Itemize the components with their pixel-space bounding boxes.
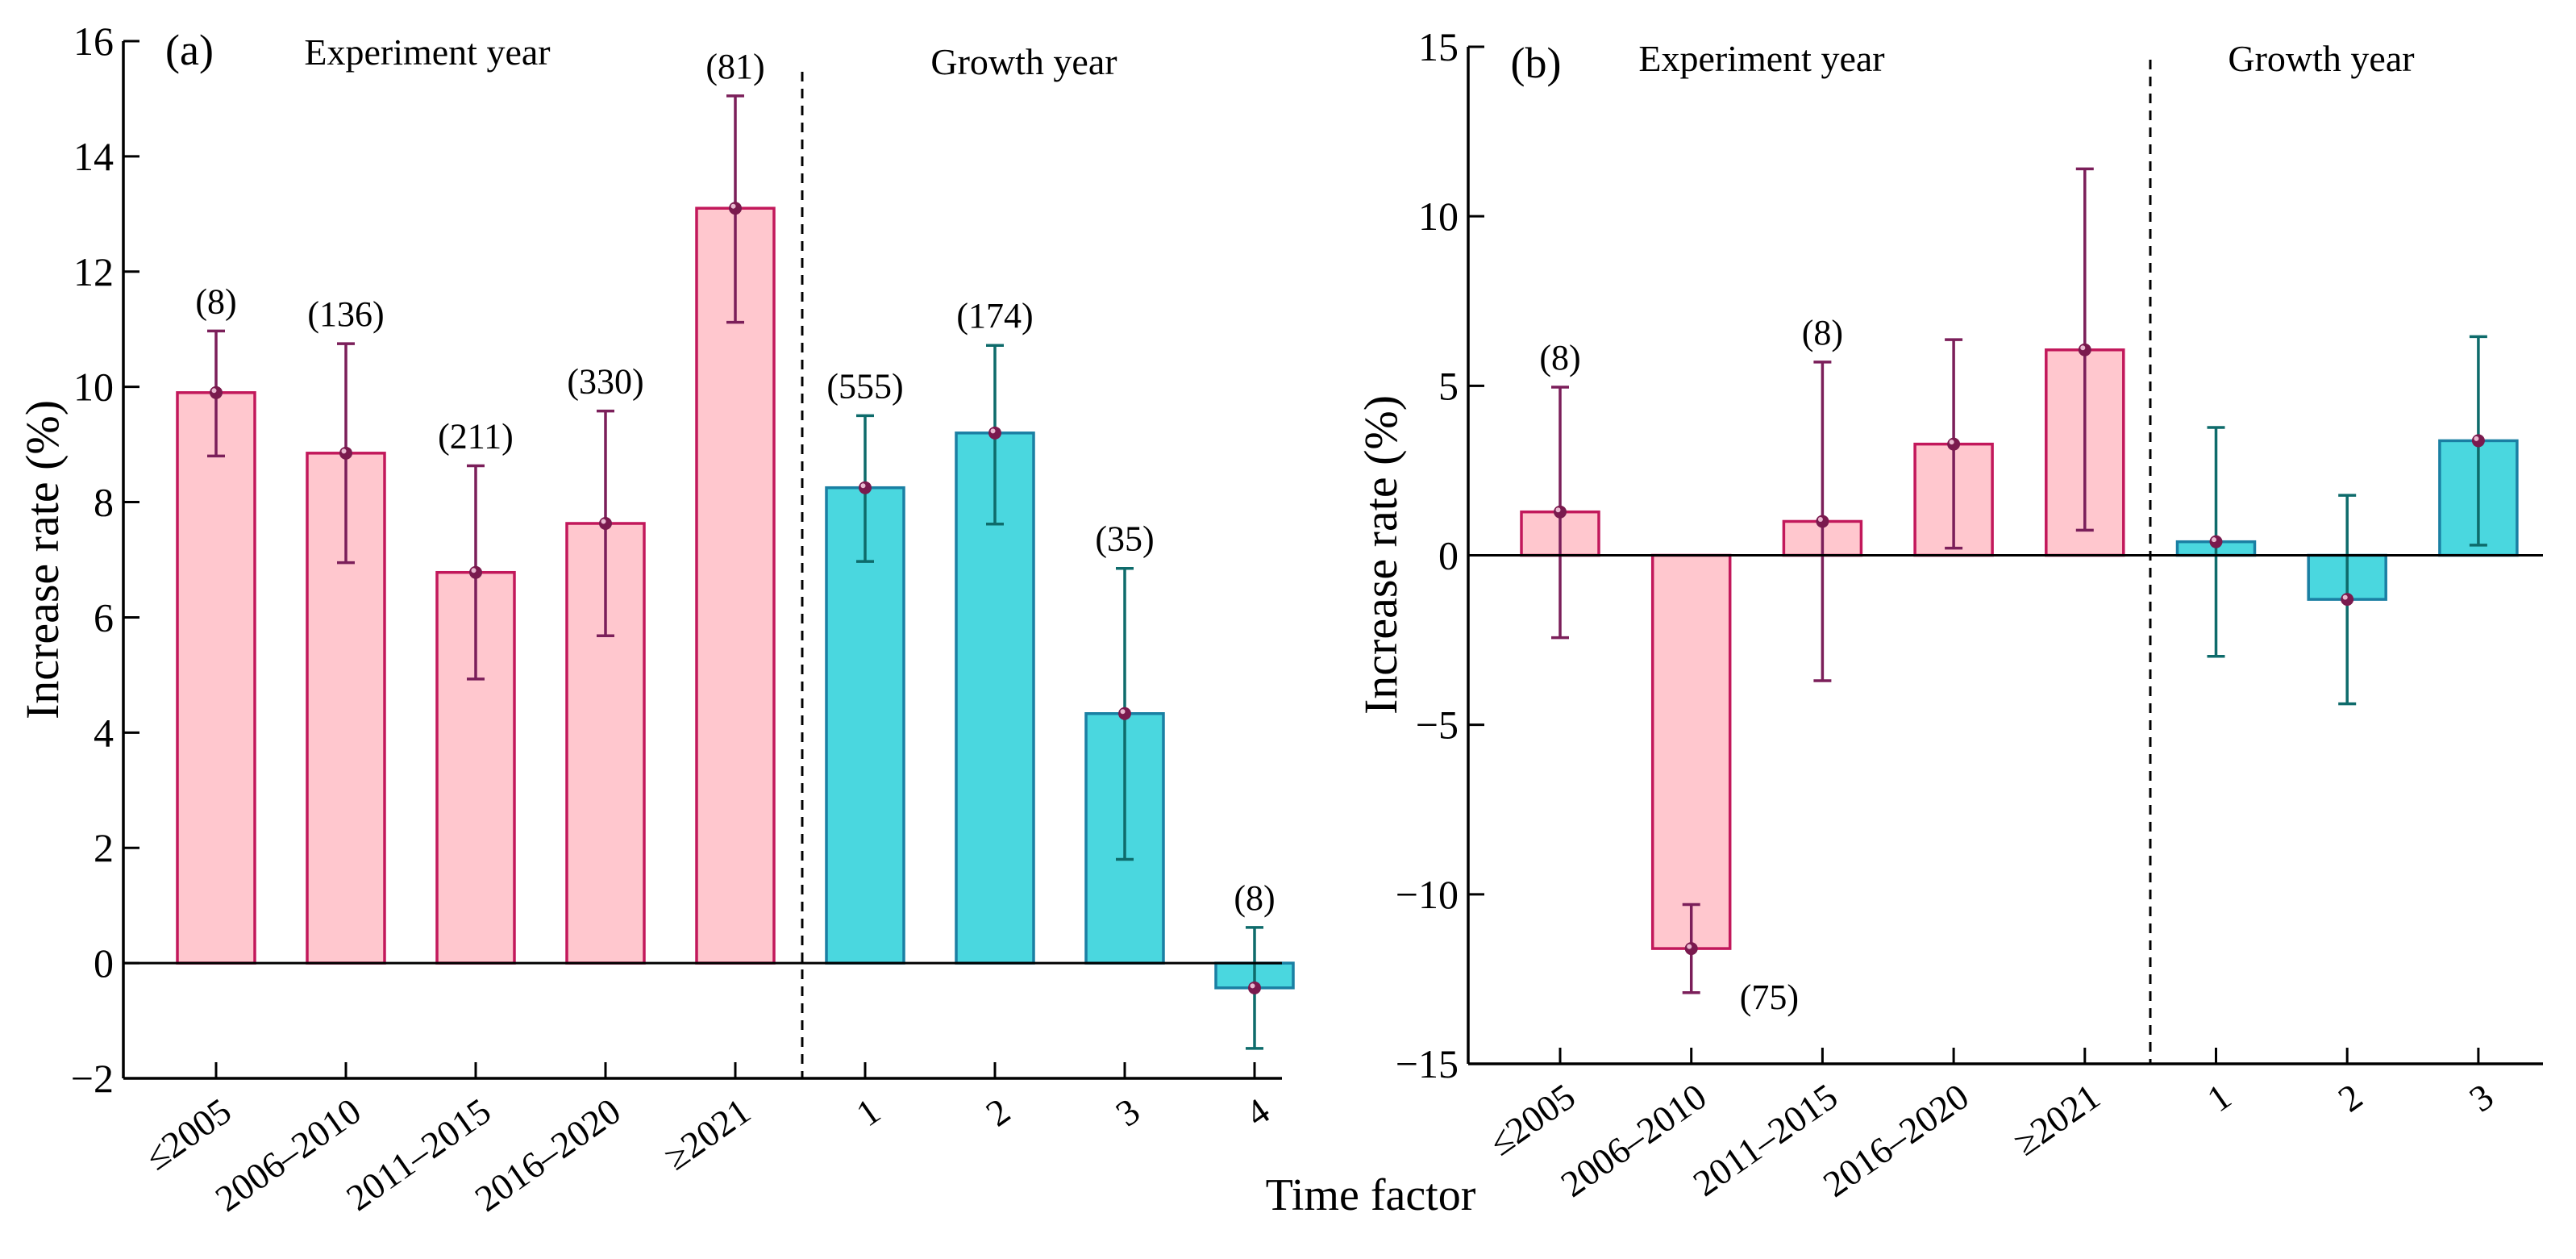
mean-marker <box>729 202 742 215</box>
mean-marker-highlight <box>1687 944 1692 949</box>
mean-marker-highlight <box>2212 537 2216 543</box>
mean-marker <box>1248 981 1261 994</box>
x-tick-label: ≤2005 <box>137 1090 238 1178</box>
x-tick-label: ≥2021 <box>2006 1075 2107 1163</box>
panel-label: (b) <box>1511 39 1562 87</box>
mean-marker <box>2209 535 2223 548</box>
x-tick-label: ≥2021 <box>656 1090 757 1178</box>
mean-marker-highlight <box>2474 436 2479 441</box>
y-tick-label: 2 <box>94 825 114 870</box>
mean-marker-highlight <box>1949 440 1954 445</box>
y-tick-label: 10 <box>1418 194 1459 239</box>
x-tick-label: 4 <box>1238 1090 1277 1134</box>
y-tick-label: 4 <box>94 710 114 755</box>
chart-panel-a: (8) ≤2005 (136) 2006–2010 (211) 2011–2015 (330… <box>16 19 1295 1219</box>
mean-marker-highlight <box>2342 594 2348 600</box>
group-label-growth-year: Growth year <box>930 41 1117 82</box>
mean-marker-highlight <box>341 448 347 454</box>
sample-count-label: (8) <box>1539 338 1580 377</box>
x-tick-label: 2006–2010 <box>208 1090 368 1219</box>
y-tick-label: 8 <box>94 480 114 525</box>
x-tick-label: 2 <box>979 1090 1017 1134</box>
sample-count-label: (35) <box>1095 519 1154 559</box>
mean-marker <box>599 516 612 530</box>
mean-marker <box>339 446 352 460</box>
x-tick-label: 1 <box>849 1090 888 1134</box>
mean-marker <box>988 426 1001 440</box>
sample-count-label: (75) <box>1740 978 1799 1017</box>
mean-marker-highlight <box>471 568 476 573</box>
sample-count-label: (136) <box>307 294 384 334</box>
y-tick-label: 6 <box>94 594 114 640</box>
sample-count-label: (8) <box>1234 878 1275 918</box>
mean-marker-highlight <box>860 483 866 489</box>
chart-panel-b: (8) ≤2005 (75) 2006–2010 (8) 2011–20152016–20… <box>1355 24 2543 1205</box>
sample-count-label: (81) <box>705 47 764 86</box>
bar <box>176 391 256 965</box>
bar <box>1650 553 1732 950</box>
x-tick-label: 2011–2015 <box>1686 1075 1845 1204</box>
y-tick-label: 14 <box>73 134 114 179</box>
mean-marker <box>1118 707 1131 720</box>
y-axis-label: Increase rate (%) <box>16 400 69 719</box>
x-tick-label: 1 <box>2199 1075 2238 1119</box>
mean-marker-highlight <box>730 203 736 209</box>
y-tick-label: 0 <box>1438 533 1459 578</box>
y-tick-label: 16 <box>73 19 114 64</box>
y-tick-label: 0 <box>94 940 114 986</box>
sample-count-label: (330) <box>567 362 643 402</box>
mean-marker-highlight <box>1555 507 1561 513</box>
y-tick-label: 10 <box>73 365 114 410</box>
sample-count-label: (8) <box>1802 313 1843 352</box>
x-tick-label: 2016–2020 <box>1816 1075 1976 1205</box>
mean-marker <box>1684 942 1698 956</box>
x-tick-label: 2 <box>2331 1075 2370 1119</box>
mean-marker-highlight <box>990 428 996 434</box>
mean-marker <box>2341 593 2354 607</box>
y-tick-label: −10 <box>1396 872 1459 917</box>
panel-label: (a) <box>165 26 214 74</box>
sample-count-label: (211) <box>438 417 514 456</box>
mean-marker <box>1816 515 1829 528</box>
mean-marker-highlight <box>211 388 217 394</box>
x-tick-label: 2016–2020 <box>468 1090 628 1219</box>
mean-marker-highlight <box>1817 516 1823 522</box>
mean-marker <box>2471 434 2485 448</box>
sample-count-label: (174) <box>956 296 1033 336</box>
mean-marker-highlight <box>1250 983 1255 989</box>
group-label-experiment-year: Experiment year <box>1638 38 1884 79</box>
x-tick-label: ≤2005 <box>1481 1075 1582 1163</box>
bar <box>825 486 905 965</box>
y-tick-label: −2 <box>71 1056 114 1101</box>
y-tick-label: −15 <box>1396 1041 1459 1086</box>
y-axis-label: Increase rate (%) <box>1355 395 1407 715</box>
mean-marker <box>469 565 482 579</box>
mean-marker-highlight <box>601 519 606 524</box>
group-label-growth-year: Growth year <box>2228 38 2414 79</box>
mean-marker <box>1947 437 1961 451</box>
mean-marker <box>1554 505 1567 519</box>
y-tick-label: 12 <box>73 249 114 294</box>
x-axis-label: Time factor <box>1266 1170 1476 1220</box>
mean-marker <box>2078 343 2091 356</box>
x-tick-label: 2011–2015 <box>339 1090 497 1219</box>
sample-count-label: (8) <box>195 281 236 321</box>
x-tick-label: 2006–2010 <box>1554 1075 1714 1205</box>
x-tick-label: 3 <box>1109 1090 1147 1134</box>
mean-marker <box>859 481 872 494</box>
mean-marker-highlight <box>1120 709 1126 715</box>
sample-count-label: (555) <box>826 366 903 406</box>
mean-marker-highlight <box>2080 345 2086 351</box>
x-tick-label: 3 <box>2462 1075 2501 1119</box>
y-tick-label: 15 <box>1418 24 1459 69</box>
y-tick-label: −5 <box>1416 702 1459 748</box>
mean-marker <box>210 386 223 399</box>
y-tick-label: 5 <box>1438 363 1459 408</box>
group-label-experiment-year: Experiment year <box>304 31 550 73</box>
